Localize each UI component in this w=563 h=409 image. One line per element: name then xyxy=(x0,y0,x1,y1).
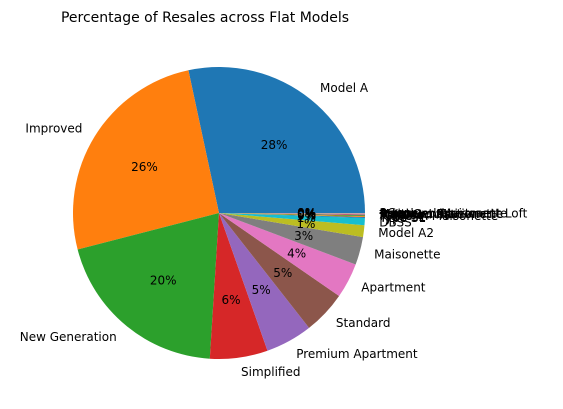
pie-slice-5 xyxy=(219,213,340,328)
pie-category-label-18: Premium Apartment Loft xyxy=(380,206,528,220)
pie-slice-0 xyxy=(188,66,365,213)
pie-slice-6 xyxy=(219,213,356,297)
pie-slice-9 xyxy=(219,213,365,226)
pie-pct-label-10: 0% xyxy=(297,209,316,223)
pie-slice-13 xyxy=(219,213,365,216)
pie-slice-12 xyxy=(219,213,365,217)
pie-category-labels: Model A Improved New Generation Simplified P… xyxy=(20,81,528,379)
pie-pct-label-13: 0% xyxy=(297,207,316,221)
pie-category-label-6: Apartment xyxy=(361,281,425,295)
pie-pct-label-1: 26% xyxy=(131,160,158,174)
chart-title: Percentage of Resales across Flat Models xyxy=(61,10,349,26)
pie-category-label-9: DBSS xyxy=(379,216,412,230)
pie-slice-11 xyxy=(219,213,365,218)
pie-pct-label-6: 4% xyxy=(287,247,306,261)
pie-category-label-14: Adjoined flat xyxy=(380,208,456,222)
pie-category-label-2: New Generation xyxy=(20,330,117,344)
pie-slice-10 xyxy=(219,213,365,218)
pie-pct-label-11: 0% xyxy=(297,208,316,222)
pie-pct-label-18: 0% xyxy=(297,206,316,220)
pie-pct-label-9: 1% xyxy=(297,211,316,225)
pie-category-label-3: Simplified xyxy=(241,365,300,379)
pie-slice-8 xyxy=(219,213,365,238)
pie-category-label-15: Multi Generation xyxy=(380,207,480,221)
pie-slice-15 xyxy=(219,213,365,215)
pie-slice-16 xyxy=(219,213,366,214)
pie-slice-2 xyxy=(77,213,219,359)
pie-category-label-12: Model A-Maisonette xyxy=(380,209,499,223)
pie-pct-label-19: 0% xyxy=(297,206,316,220)
pie-category-label-10: Type S1 xyxy=(379,211,427,225)
pie-slice-4 xyxy=(219,213,310,351)
pie-slice-3 xyxy=(209,213,268,359)
pie-pct-label-15: 0% xyxy=(297,207,316,221)
pie-pct-label-12: 0% xyxy=(297,208,316,222)
pie-category-label-16: Premium Maisonette xyxy=(380,207,504,221)
pie-pct-label-14: 0% xyxy=(297,207,316,221)
pie-pct-label-2: 20% xyxy=(150,274,177,288)
pie-category-label-11: Type S2 xyxy=(379,210,427,224)
pie-slice-7 xyxy=(219,213,363,265)
pie-slice-14 xyxy=(219,213,365,215)
pie-category-label-19: 2-room xyxy=(380,206,423,220)
pie-category-label-0: Model A xyxy=(320,81,369,95)
pie-category-label-20: 3Gen xyxy=(380,206,412,220)
pie-category-label-1: Improved xyxy=(25,122,82,136)
pie-slices xyxy=(72,66,366,359)
pie-category-label-7: Maisonette xyxy=(374,248,440,262)
pie-category-label-8: Model A2 xyxy=(378,226,434,240)
pie-category-label-13: Terrace xyxy=(379,208,424,222)
pie-pct-label-20: 0% xyxy=(297,206,316,220)
pie-pct-label-5: 5% xyxy=(273,266,292,280)
pie-pct-label-17: 0% xyxy=(297,206,316,220)
pie-slice-17 xyxy=(219,213,366,214)
pie-pct-label-0: 28% xyxy=(261,138,288,152)
pie-category-label-5: Standard xyxy=(336,316,391,330)
pie-pct-label-3: 6% xyxy=(221,293,240,307)
pie-percentage-labels: 28%26%20%6%5%5%4%3%1%1%0%0%0%0%0%0%0%0%0… xyxy=(131,138,316,307)
pie-pct-label-8: 1% xyxy=(296,217,315,231)
pie-pct-label-4: 5% xyxy=(252,283,271,297)
pie-slice-1 xyxy=(72,70,219,250)
pie-pct-label-7: 3% xyxy=(294,229,313,243)
pie-category-label-17: Improved-Maisonette xyxy=(380,207,508,221)
pie-category-label-4: Premium Apartment xyxy=(296,347,418,361)
pie-pct-label-16: 0% xyxy=(297,206,316,220)
